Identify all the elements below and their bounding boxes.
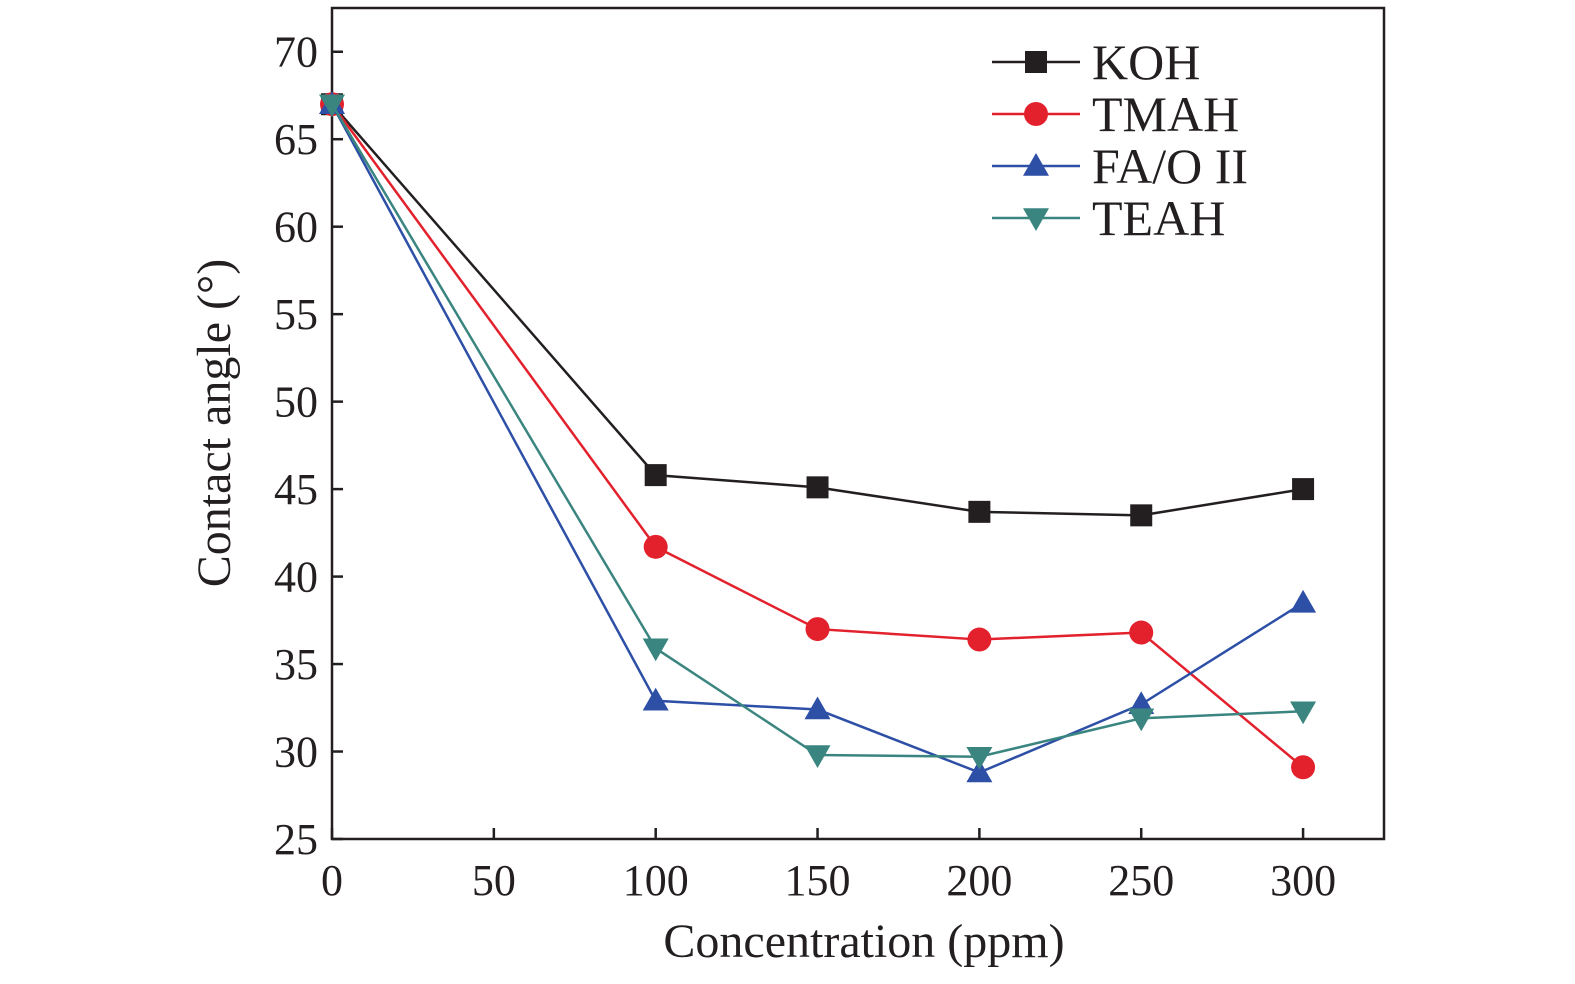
y-axis-title: Contact angle (°) [188, 259, 241, 587]
x-tick-label: 100 [623, 856, 689, 905]
data-point-koh [1130, 504, 1153, 527]
y-tick-label: 30 [274, 728, 318, 777]
data-point-tmah [643, 534, 668, 559]
legend-marker-tmah [1024, 102, 1048, 126]
legend-item-fa-o-ii: FA/O II [992, 138, 1248, 194]
legend-marker-koh [1025, 51, 1047, 73]
x-tick-label: 250 [1108, 856, 1174, 905]
data-point-koh [1292, 478, 1315, 501]
legend-item-teah: TEAH [992, 190, 1225, 246]
legend-label-tmah: TMAH [1092, 86, 1239, 142]
plot-frame [330, 6, 1386, 841]
data-point-tmah [1129, 620, 1154, 645]
data-point-fa-o-ii [966, 759, 993, 783]
data-point-teah [966, 747, 993, 770]
series-line-fa-o-ii [330, 103, 1304, 774]
legend-item-tmah: TMAH [992, 86, 1239, 142]
data-point-fa-o-ii [642, 687, 669, 711]
y-axis-ticks: 25 30 35 40 45 50 55 60 65 70 [274, 28, 343, 864]
y-tick-label: 40 [274, 553, 318, 602]
series-line-teah [330, 103, 1304, 759]
y-tick-label: 45 [274, 465, 318, 514]
x-tick-label: 300 [1270, 856, 1336, 905]
y-tick-label: 50 [274, 378, 318, 427]
data-point-teah [319, 94, 345, 118]
data-point-koh [968, 500, 991, 523]
legend-label-teah: TEAH [1092, 190, 1225, 246]
series-fa-o-ii [319, 91, 1317, 783]
data-point-koh [806, 476, 829, 499]
x-tick-label: 50 [472, 856, 516, 905]
x-axis-ticks: 0 50 100 150 200 250 300 [321, 828, 1336, 905]
series-tmah [320, 92, 1316, 780]
data-point-teah [642, 638, 669, 662]
y-tick-label: 55 [274, 290, 318, 339]
y-tick-label: 25 [274, 815, 318, 864]
x-tick-label: 200 [946, 856, 1012, 905]
data-point-tmah [805, 617, 830, 642]
y-tick-label: 35 [274, 640, 318, 689]
series-teah [319, 94, 1317, 770]
data-point-teah [1128, 708, 1155, 732]
legend-label-fa-o-ii: FA/O II [1092, 138, 1248, 194]
data-point-fa-o-ii [1290, 589, 1317, 613]
series-line-tmah [330, 103, 1304, 769]
data-point-koh [644, 464, 667, 487]
legend-item-koh: KOH [992, 34, 1200, 90]
series-line-koh [331, 103, 1304, 517]
x-axis-title: Concentration (ppm) [663, 915, 1064, 968]
data-point-fa-o-ii [1128, 691, 1155, 715]
legend-marker-teah [1023, 208, 1049, 231]
data-point-tmah [1291, 755, 1316, 780]
data-point-teah [804, 745, 831, 769]
data-point-tmah [967, 627, 992, 652]
y-tick-label: 70 [274, 28, 318, 77]
legend-label-koh: KOH [1092, 34, 1200, 90]
legend-marker-fa-o-ii [1023, 153, 1049, 176]
data-point-teah [1290, 701, 1317, 725]
data-point-fa-o-ii [804, 696, 831, 720]
x-tick-label: 0 [321, 856, 343, 905]
y-tick-label: 60 [274, 203, 318, 252]
series-layer [319, 91, 1317, 783]
y-tick-label: 65 [274, 115, 318, 164]
x-tick-label: 150 [785, 856, 851, 905]
